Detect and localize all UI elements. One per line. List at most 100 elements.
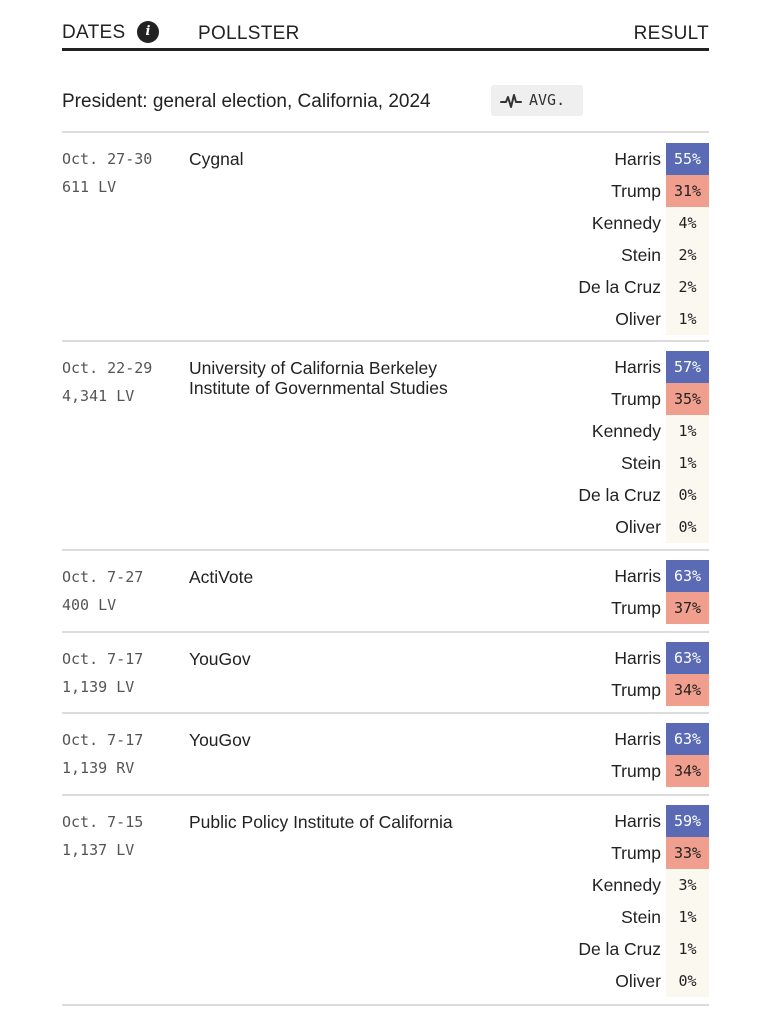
pulse-icon bbox=[500, 94, 522, 108]
result-row: Oliver 1% bbox=[509, 303, 709, 335]
candidate-percent: 34% bbox=[666, 674, 709, 706]
pollster-name-line: ActiVote bbox=[189, 567, 254, 587]
result-row: Harris 63% bbox=[509, 642, 709, 674]
poll-row[interactable]: Oct. 7-17 1,139 LV YouGov Harris 63% Trump 34% bbox=[62, 631, 709, 714]
candidate-name: Stein bbox=[621, 245, 661, 265]
result-row: Harris 59% bbox=[509, 805, 709, 837]
candidate-name: Kennedy bbox=[591, 213, 661, 233]
sample-population: LV bbox=[98, 178, 117, 196]
poll-sample: 1,139 LV bbox=[62, 678, 134, 696]
poll-results: Harris 55% Trump 31% Kennedy 4% Stein 2% De la C… bbox=[509, 143, 709, 335]
poll-results: Harris 59% Trump 33% Kennedy 3% Stein 1% De la C… bbox=[509, 805, 709, 997]
sample-size: 1,139 bbox=[62, 678, 108, 696]
candidate-percent: 1% bbox=[666, 901, 709, 933]
poll-row[interactable]: Oct. 27-30 611 LV Cygnal Harris 55% Trump 31% K… bbox=[62, 131, 709, 342]
candidate-name: Trump bbox=[611, 389, 661, 409]
sample-population: LV bbox=[116, 387, 135, 405]
candidate-percent: 1% bbox=[666, 303, 709, 335]
pollster-name[interactable]: University of California Berkeley Institu… bbox=[189, 358, 448, 398]
result-row: Kennedy 4% bbox=[509, 207, 709, 239]
candidate-percent: 34% bbox=[666, 755, 709, 787]
candidate-percent: 57% bbox=[666, 351, 709, 383]
pollster-name[interactable]: YouGov bbox=[189, 730, 251, 750]
pollster-name[interactable]: Public Policy Institute of California bbox=[189, 812, 453, 832]
result-row: Harris 63% bbox=[509, 723, 709, 755]
poll-results: Harris 63% Trump 37% bbox=[509, 560, 709, 624]
candidate-percent: 63% bbox=[666, 723, 709, 755]
result-row: Trump 37% bbox=[509, 592, 709, 624]
candidate-percent: 1% bbox=[666, 447, 709, 479]
candidate-percent: 37% bbox=[666, 592, 709, 624]
pollster-name-line: Institute of Governmental Studies bbox=[189, 378, 448, 398]
candidate-name: Trump bbox=[611, 843, 661, 863]
pollster-name[interactable]: ActiVote bbox=[189, 567, 253, 587]
candidate-percent: 3% bbox=[666, 869, 709, 901]
poll-row[interactable]: Oct. 7-27 400 LV ActiVote Harris 63% Trump 37% bbox=[62, 549, 709, 633]
average-button[interactable]: AVG. bbox=[491, 85, 583, 116]
candidate-name: Harris bbox=[614, 149, 661, 169]
result-row: Harris 63% bbox=[509, 560, 709, 592]
sample-size: 1,137 bbox=[62, 841, 108, 859]
candidate-name: Trump bbox=[611, 181, 661, 201]
result-row: De la Cruz 2% bbox=[509, 271, 709, 303]
candidate-name: Oliver bbox=[615, 971, 661, 991]
info-icon[interactable]: i bbox=[137, 21, 159, 43]
candidate-name: Stein bbox=[621, 907, 661, 927]
result-row: Stein 2% bbox=[509, 239, 709, 271]
sample-size: 1,139 bbox=[62, 759, 108, 777]
candidate-percent: 2% bbox=[666, 239, 709, 271]
pollster-name-line: University of California Berkeley bbox=[189, 358, 438, 378]
candidate-name: Harris bbox=[614, 729, 661, 749]
result-row: De la Cruz 1% bbox=[509, 933, 709, 965]
candidate-name: De la Cruz bbox=[578, 485, 661, 505]
result-row: Kennedy 3% bbox=[509, 869, 709, 901]
poll-sample: 611 LV bbox=[62, 178, 116, 196]
pollster-name[interactable]: Cygnal bbox=[189, 149, 243, 169]
candidate-percent: 35% bbox=[666, 383, 709, 415]
average-label: AVG. bbox=[529, 91, 566, 109]
candidate-percent: 33% bbox=[666, 837, 709, 869]
poll-results: Harris 63% Trump 34% bbox=[509, 642, 709, 706]
result-row: Trump 34% bbox=[509, 674, 709, 706]
pollster-name-line: Cygnal bbox=[189, 149, 244, 169]
candidate-name: Oliver bbox=[615, 309, 661, 329]
poll-dates: Oct. 7-15 bbox=[62, 813, 144, 831]
poll-row[interactable]: Oct. 7-17 1,139 RV YouGov Harris 63% Trump 34% bbox=[62, 712, 709, 796]
poll-row[interactable]: Oct. 22-29 4,341 LV University of Californ… bbox=[62, 340, 709, 551]
pollster-column-header[interactable]: POLLSTER bbox=[198, 23, 300, 44]
pollster-name-line: Public Policy Institute of California bbox=[189, 812, 453, 832]
candidate-percent: 1% bbox=[666, 933, 709, 965]
poll-results: Harris 63% Trump 34% bbox=[509, 723, 709, 787]
candidate-name: Kennedy bbox=[591, 421, 661, 441]
candidate-name: Oliver bbox=[615, 517, 661, 537]
pollster-name[interactable]: YouGov bbox=[189, 649, 251, 669]
poll-sample: 4,341 LV bbox=[62, 387, 134, 405]
sample-size: 611 bbox=[62, 178, 90, 196]
candidate-percent: 0% bbox=[666, 965, 709, 997]
poll-row[interactable]: Oct. 7-15 1,137 LV Public Policy Institute… bbox=[62, 794, 709, 1006]
poll-dates: Oct. 7-17 bbox=[62, 650, 144, 668]
result-column-header[interactable]: RESULT bbox=[633, 23, 709, 44]
result-row: Harris 55% bbox=[509, 143, 709, 175]
poll-sample: 400 LV bbox=[62, 596, 116, 614]
dates-column-header[interactable]: DATES bbox=[62, 22, 126, 43]
candidate-percent: 4% bbox=[666, 207, 709, 239]
candidate-percent: 63% bbox=[666, 560, 709, 592]
candidate-name: De la Cruz bbox=[578, 939, 661, 959]
poll-results: Harris 57% Trump 35% Kennedy 1% Stein 1% De la C… bbox=[509, 351, 709, 543]
candidate-percent: 0% bbox=[666, 479, 709, 511]
candidate-name: Stein bbox=[621, 453, 661, 473]
sample-population: LV bbox=[116, 678, 135, 696]
pollster-name-line: YouGov bbox=[189, 649, 251, 669]
poll-dates: Oct. 27-30 bbox=[62, 150, 153, 168]
result-row: Trump 31% bbox=[509, 175, 709, 207]
pollster-name-line: YouGov bbox=[189, 730, 251, 750]
result-row: Harris 57% bbox=[509, 351, 709, 383]
candidate-percent: 63% bbox=[666, 642, 709, 674]
candidate-name: Kennedy bbox=[591, 875, 661, 895]
candidate-name: Trump bbox=[611, 680, 661, 700]
candidate-percent: 2% bbox=[666, 271, 709, 303]
candidate-name: Trump bbox=[611, 598, 661, 618]
sample-size: 4,341 bbox=[62, 387, 108, 405]
